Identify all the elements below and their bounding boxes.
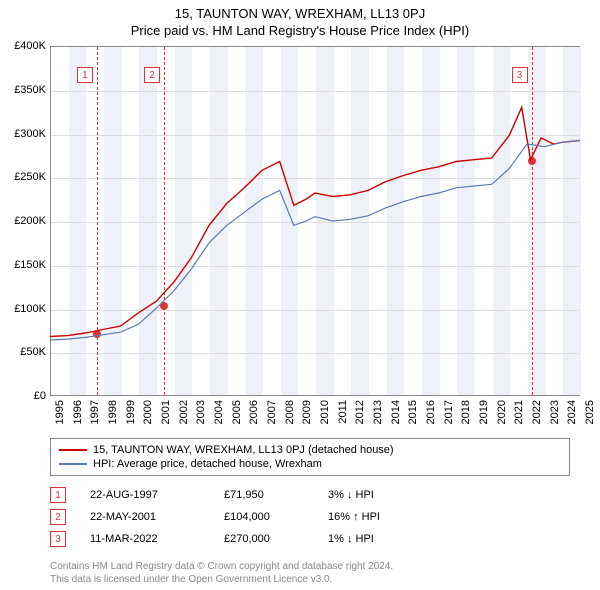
legend-swatch bbox=[59, 463, 87, 465]
legend-label: 15, TAUNTON WAY, WREXHAM, LL13 0PJ (deta… bbox=[93, 444, 394, 456]
event-row: 3 11-MAR-2022 £270,000 1% ↓ HPI bbox=[50, 528, 570, 550]
footer-line2: This data is licensed under the Open Gov… bbox=[50, 573, 570, 586]
x-axis-label: 2024 bbox=[566, 400, 578, 424]
event-date: 22-MAY-2001 bbox=[90, 511, 200, 523]
event-price: £270,000 bbox=[224, 533, 304, 545]
event-diff: 1% ↓ HPI bbox=[328, 533, 408, 545]
legend-label: HPI: Average price, detached house, Wrex… bbox=[93, 458, 322, 470]
y-axis-label: £100K bbox=[14, 303, 46, 315]
x-axis-label: 1996 bbox=[72, 400, 84, 424]
x-axis-label: 2006 bbox=[248, 400, 260, 424]
x-axis-label: 2017 bbox=[443, 400, 455, 424]
x-axis-label: 1998 bbox=[107, 400, 119, 424]
x-axis-label: 2003 bbox=[195, 400, 207, 424]
series-property bbox=[50, 107, 580, 336]
y-axis-label: £300K bbox=[14, 128, 46, 140]
legend-item: HPI: Average price, detached house, Wrex… bbox=[59, 457, 561, 471]
legend-swatch bbox=[59, 449, 87, 451]
x-axis-label: 2000 bbox=[142, 400, 154, 424]
legend-item: 15, TAUNTON WAY, WREXHAM, LL13 0PJ (deta… bbox=[59, 443, 561, 457]
x-axis-label: 2016 bbox=[425, 400, 437, 424]
x-axis-label: 2015 bbox=[407, 400, 419, 424]
x-axis-label: 2004 bbox=[213, 400, 225, 424]
event-diff: 16% ↑ HPI bbox=[328, 511, 408, 523]
x-axis-label: 2020 bbox=[496, 400, 508, 424]
x-axis-label: 2012 bbox=[354, 400, 366, 424]
x-axis-label: 2011 bbox=[337, 400, 349, 424]
title-address: 15, TAUNTON WAY, WREXHAM, LL13 0PJ bbox=[0, 0, 600, 21]
x-axis-label: 2021 bbox=[513, 400, 525, 424]
event-badge: 3 bbox=[50, 531, 66, 547]
event-diff: 3% ↓ HPI bbox=[328, 489, 408, 501]
event-price: £71,950 bbox=[224, 489, 304, 501]
event-date: 22-AUG-1997 bbox=[90, 489, 200, 501]
x-axis-label: 2005 bbox=[231, 400, 243, 424]
x-axis-label: 1999 bbox=[125, 400, 137, 424]
x-axis-label: 2008 bbox=[284, 400, 296, 424]
event-row: 1 22-AUG-1997 £71,950 3% ↓ HPI bbox=[50, 484, 570, 506]
footer-attribution: Contains HM Land Registry data © Crown c… bbox=[50, 560, 570, 586]
chart-area: 123 £0£50K£100K£150K£200K£250K£300K£350K… bbox=[50, 46, 580, 396]
events-table: 1 22-AUG-1997 £71,950 3% ↓ HPI 2 22-MAY-2001 £… bbox=[50, 484, 570, 550]
title-subtitle: Price paid vs. HM Land Registry's House … bbox=[0, 21, 600, 38]
y-axis-label: £400K bbox=[14, 40, 46, 52]
y-axis-label: £150K bbox=[14, 259, 46, 271]
x-axis-label: 2023 bbox=[549, 400, 561, 424]
footer-line1: Contains HM Land Registry data © Crown c… bbox=[50, 560, 570, 573]
series-hpi bbox=[50, 141, 580, 341]
legend: 15, TAUNTON WAY, WREXHAM, LL13 0PJ (deta… bbox=[50, 438, 570, 476]
x-axis-label: 2018 bbox=[460, 400, 472, 424]
x-axis-label: 2022 bbox=[531, 400, 543, 424]
x-axis-label: 2010 bbox=[319, 400, 331, 424]
x-axis-label: 2001 bbox=[160, 400, 172, 424]
event-badge: 1 bbox=[50, 487, 66, 503]
event-row: 2 22-MAY-2001 £104,000 16% ↑ HPI bbox=[50, 506, 570, 528]
x-axis-label: 2009 bbox=[301, 400, 313, 424]
y-axis-label: £0 bbox=[34, 390, 46, 402]
x-axis-label: 2002 bbox=[178, 400, 190, 424]
x-axis-label: 2014 bbox=[390, 400, 402, 424]
chart-container: 15, TAUNTON WAY, WREXHAM, LL13 0PJ Price… bbox=[0, 0, 600, 590]
y-axis-label: £250K bbox=[14, 171, 46, 183]
x-axis-label: 2013 bbox=[372, 400, 384, 424]
x-axis-label: 1995 bbox=[54, 400, 66, 424]
event-price: £104,000 bbox=[224, 511, 304, 523]
chart-lines bbox=[50, 46, 580, 396]
y-axis-label: £50K bbox=[20, 346, 46, 358]
y-axis-label: £350K bbox=[14, 84, 46, 96]
x-axis-label: 2007 bbox=[266, 400, 278, 424]
event-date: 11-MAR-2022 bbox=[90, 533, 200, 545]
x-axis-label: 1997 bbox=[89, 400, 101, 424]
event-badge: 2 bbox=[50, 509, 66, 525]
x-axis-label: 2025 bbox=[584, 400, 596, 424]
y-axis-label: £200K bbox=[14, 215, 46, 227]
x-axis-label: 2019 bbox=[478, 400, 490, 424]
